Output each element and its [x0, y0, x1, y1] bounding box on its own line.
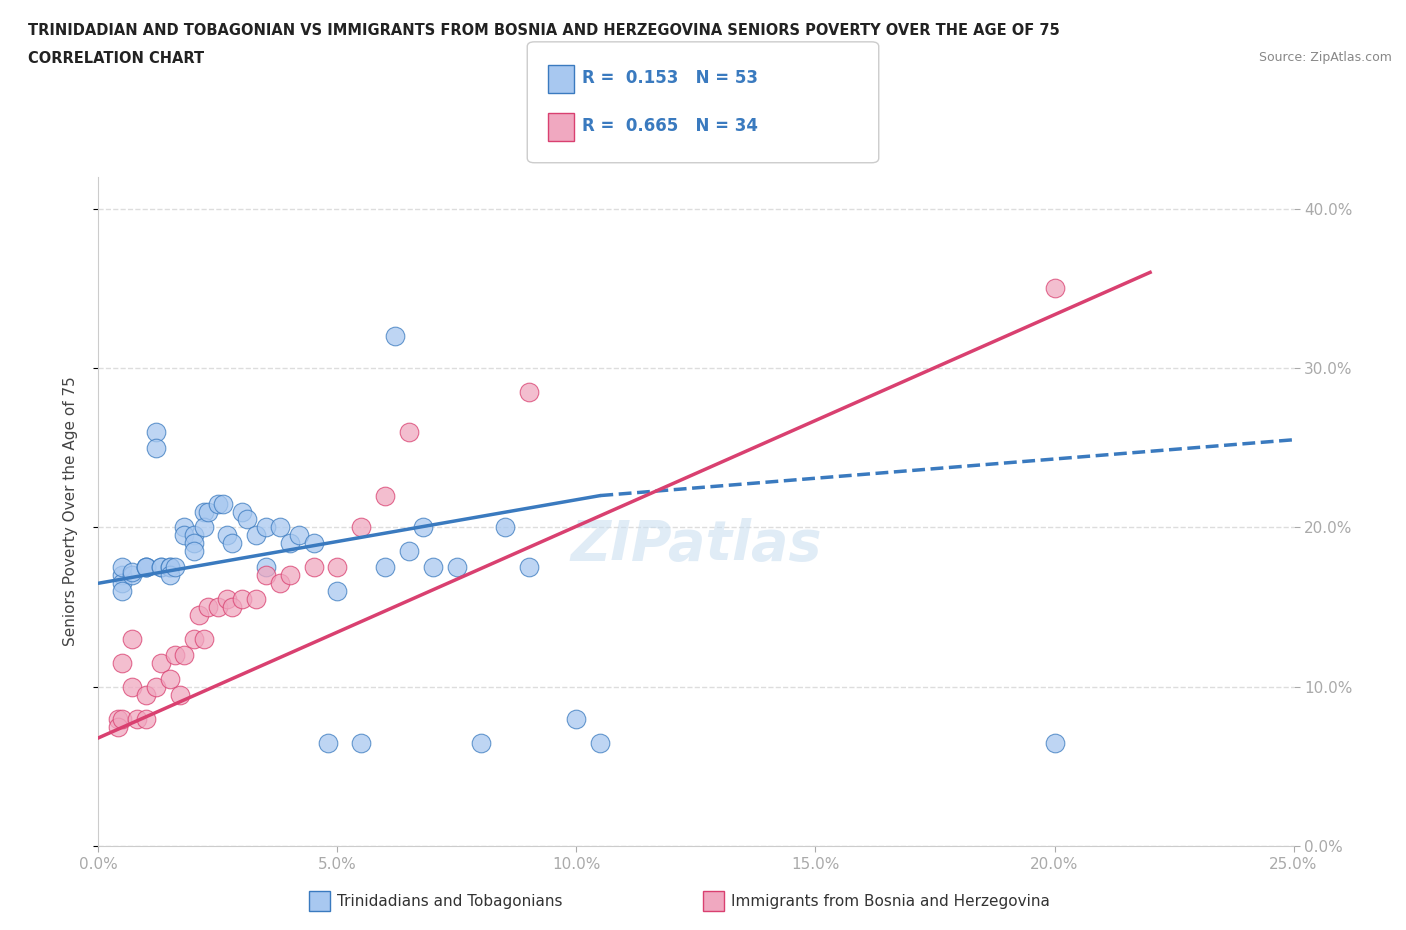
Point	[398, 544, 420, 559]
Point	[278, 536, 301, 551]
Point	[121, 568, 143, 583]
Point	[121, 680, 143, 695]
Point	[231, 504, 253, 519]
Point	[235, 512, 257, 527]
Point	[183, 544, 205, 559]
Point	[173, 520, 195, 535]
Point	[149, 656, 172, 671]
Point	[159, 671, 181, 686]
Point	[145, 424, 167, 439]
Text: Immigrants from Bosnia and Herzegovina: Immigrants from Bosnia and Herzegovina	[731, 894, 1050, 909]
Point	[197, 600, 219, 615]
Point	[412, 520, 434, 535]
Point	[245, 591, 267, 606]
Point	[187, 607, 209, 622]
Point	[163, 560, 186, 575]
Point	[135, 711, 157, 726]
Point	[231, 591, 253, 606]
Point	[107, 719, 129, 734]
Point	[302, 560, 325, 575]
Point	[111, 711, 134, 726]
Text: R =  0.665   N = 34: R = 0.665 N = 34	[582, 117, 758, 136]
Point	[125, 711, 148, 726]
Point	[111, 560, 134, 575]
Point	[1043, 281, 1066, 296]
Point	[121, 565, 143, 579]
Point	[374, 488, 396, 503]
Text: R =  0.153   N = 53: R = 0.153 N = 53	[582, 69, 758, 87]
Point	[211, 496, 233, 511]
Point	[193, 631, 215, 646]
Point	[207, 600, 229, 615]
Point	[193, 504, 215, 519]
Point	[135, 687, 157, 702]
Text: TRINIDADIAN AND TOBAGONIAN VS IMMIGRANTS FROM BOSNIA AND HERZEGOVINA SENIORS POV: TRINIDADIAN AND TOBAGONIAN VS IMMIGRANTS…	[28, 23, 1060, 38]
Text: ZIPatlas: ZIPatlas	[571, 518, 821, 572]
Point	[565, 711, 588, 726]
Point	[422, 560, 444, 575]
Point	[111, 576, 134, 591]
Point	[589, 736, 612, 751]
Point	[111, 568, 134, 583]
Point	[135, 560, 157, 575]
Point	[1043, 736, 1066, 751]
Point	[446, 560, 468, 575]
Point	[135, 560, 157, 575]
Point	[173, 528, 195, 543]
Point	[326, 584, 349, 599]
Point	[221, 600, 243, 615]
Point	[269, 576, 291, 591]
Point	[384, 328, 406, 343]
Point	[163, 647, 186, 662]
Point	[111, 656, 134, 671]
Text: Source: ZipAtlas.com: Source: ZipAtlas.com	[1258, 51, 1392, 64]
Point	[494, 520, 516, 535]
Point	[326, 560, 349, 575]
Point	[350, 736, 373, 751]
Point	[145, 440, 167, 455]
Point	[207, 496, 229, 511]
Point	[278, 568, 301, 583]
Point	[149, 560, 172, 575]
Text: CORRELATION CHART: CORRELATION CHART	[28, 51, 204, 66]
Point	[183, 528, 205, 543]
Point	[350, 520, 373, 535]
Point	[159, 560, 181, 575]
Point	[159, 560, 181, 575]
Point	[302, 536, 325, 551]
Point	[193, 520, 215, 535]
Point	[121, 631, 143, 646]
Point	[111, 584, 134, 599]
Text: Trinidadians and Tobagonians: Trinidadians and Tobagonians	[337, 894, 562, 909]
Point	[245, 528, 267, 543]
Point	[517, 560, 540, 575]
Point	[269, 520, 291, 535]
Point	[254, 568, 277, 583]
Point	[374, 560, 396, 575]
Point	[217, 591, 239, 606]
Point	[217, 528, 239, 543]
Point	[197, 504, 219, 519]
Point	[135, 560, 157, 575]
Point	[169, 687, 191, 702]
Point	[173, 647, 195, 662]
Point	[398, 424, 420, 439]
Point	[107, 711, 129, 726]
Point	[145, 680, 167, 695]
Point	[254, 560, 277, 575]
Point	[149, 560, 172, 575]
Point	[316, 736, 339, 751]
Y-axis label: Seniors Poverty Over the Age of 75: Seniors Poverty Over the Age of 75	[63, 377, 77, 646]
Point	[183, 631, 205, 646]
Point	[470, 736, 492, 751]
Point	[221, 536, 243, 551]
Point	[254, 520, 277, 535]
Point	[159, 568, 181, 583]
Point	[517, 384, 540, 399]
Point	[288, 528, 311, 543]
Point	[183, 536, 205, 551]
